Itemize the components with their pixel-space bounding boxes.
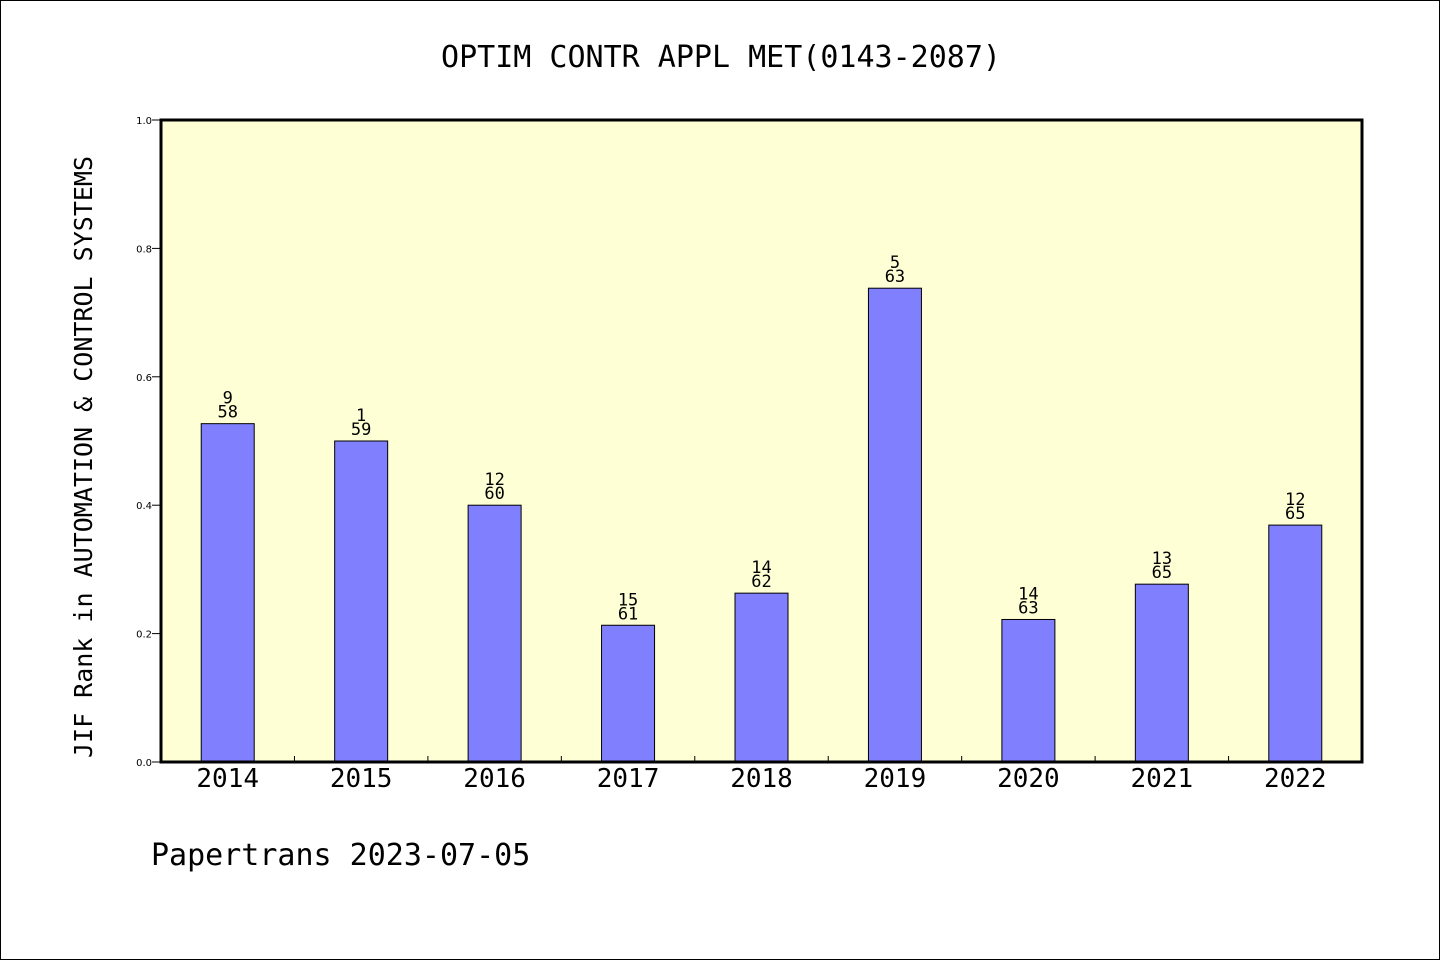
x-tick-label: 2014 — [196, 764, 259, 794]
y-tick-label: 0.2 — [136, 630, 152, 641]
x-axis-ticks: 2014 2015 2016 2017 2018 2019 2020 2021 2022 — [196, 756, 1327, 794]
bar-rank-label: 12 — [1285, 490, 1305, 510]
bar-total-label: 61 — [618, 604, 638, 624]
x-tick-label: 2015 — [330, 764, 393, 794]
bar — [867, 287, 922, 763]
bar — [1134, 583, 1189, 763]
y-tick-label: 0.8 — [136, 244, 152, 255]
bar — [601, 624, 656, 763]
bar-total-label: 62 — [751, 572, 771, 592]
y-tick-label: 1.0 — [136, 116, 152, 127]
y-axis-label: JIF Rank in AUTOMATION & CONTROL SYSTEMS — [69, 156, 98, 758]
bar-total-label: 59 — [351, 420, 371, 440]
y-tick-label: 0.0 — [136, 758, 152, 769]
x-tick-label: 2022 — [1264, 764, 1327, 794]
x-tick-label: 2016 — [463, 764, 526, 794]
bar-total-label: 65 — [1285, 504, 1305, 524]
y-tick-label: 0.6 — [136, 373, 152, 384]
y-tick-label: 0.4 — [136, 501, 152, 512]
bar-total-label: 58 — [217, 403, 237, 423]
bar — [734, 592, 789, 763]
footer-text: Papertrans 2023-07-05 — [151, 838, 530, 873]
bar-total-label: 63 — [885, 267, 905, 287]
bar-total-label: 65 — [1152, 563, 1172, 583]
plot-frame — [159, 118, 1364, 764]
bar-rank-label: 15 — [618, 590, 638, 610]
x-tick-label: 2021 — [1131, 764, 1194, 794]
bar — [334, 440, 389, 763]
bar-rank-label: 14 — [751, 558, 771, 578]
x-tick-label: 2017 — [597, 764, 660, 794]
bar-rank-label: 12 — [484, 470, 504, 490]
bar-rank-label: 5 — [890, 253, 900, 273]
bar — [200, 423, 255, 763]
bar — [1268, 524, 1323, 763]
x-tick-label: 2019 — [864, 764, 927, 794]
bar-rank-label: 1 — [356, 406, 366, 426]
chart-title: OPTIM CONTR APPL MET(0143-2087) — [441, 40, 1001, 75]
bar-rank-label: 13 — [1152, 549, 1172, 569]
bar-rank-label: 9 — [223, 389, 233, 409]
x-tick-label: 2020 — [997, 764, 1060, 794]
bar-total-label: 60 — [484, 484, 504, 504]
bar-total-label: 63 — [1018, 598, 1038, 618]
y-axis-ticks: 0.0 0.2 0.4 0.6 0.8 1.0 — [136, 116, 161, 769]
x-tick-label: 2018 — [730, 764, 793, 794]
bar — [467, 504, 522, 763]
bar-rank-label: 14 — [1018, 584, 1038, 604]
bar — [1001, 618, 1056, 763]
